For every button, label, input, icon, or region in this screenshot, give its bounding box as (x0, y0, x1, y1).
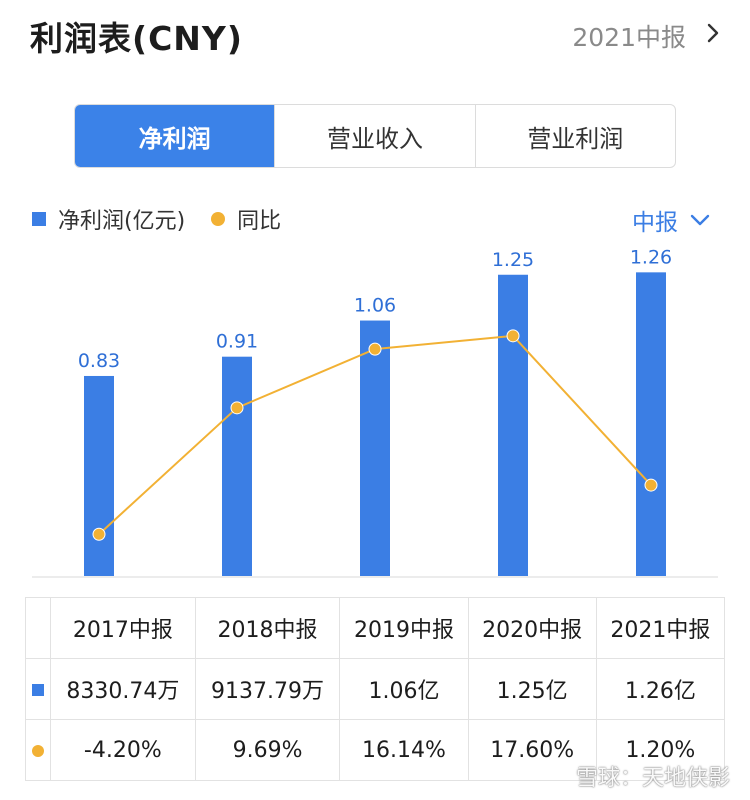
period-dropdown[interactable]: 中报 (632, 203, 710, 237)
yoy-point-2019中报[interactable] (368, 342, 382, 356)
bar-2018中报[interactable] (222, 356, 252, 576)
yoy-point-2017中报[interactable] (92, 527, 106, 541)
legend-net-profit-label: 净利润(亿元) (58, 209, 186, 234)
chevron-down-icon (690, 214, 710, 226)
table-cell: 9137.79万 (194, 658, 341, 720)
table-cell: 16.14% (339, 719, 469, 781)
bar-2019中报[interactable] (360, 320, 390, 576)
table-cell: 1.25亿 (467, 658, 597, 720)
table-cell: 1.06亿 (339, 658, 469, 720)
table-cell: 1.20% (595, 719, 726, 781)
tab-revenue[interactable]: 营业收入 (274, 105, 474, 167)
bar-2020中报[interactable] (498, 274, 528, 576)
chevron-right-icon[interactable] (702, 22, 724, 44)
table-cell: 9.69% (194, 719, 341, 781)
table-header-cell: 2019中报 (339, 597, 469, 659)
data-table: 2017中报 2018中报 2019中报 2020中报 2021中报 8330.… (25, 597, 726, 781)
yoy-point-2021中报[interactable] (644, 478, 658, 492)
page-title: 利润表(CNY) (30, 19, 243, 58)
table-cell: 8330.74万 (50, 658, 196, 720)
table-row-net-profit: 8330.74万 9137.79万 1.06亿 1.25亿 1.26亿 (25, 658, 726, 720)
watermark: 雪球：天地侠影 (575, 766, 730, 791)
metric-tabs: 净利润 营业收入 营业利润 (74, 104, 676, 168)
table-row-yoy: -4.20% 9.69% 16.14% 17.60% 1.20% (25, 719, 726, 781)
table-header-cell: 2018中报 (194, 597, 341, 659)
legend-line-marker (211, 212, 226, 226)
tab-operating-profit[interactable]: 营业利润 (474, 105, 675, 167)
tab-net-profit[interactable]: 净利润 (75, 105, 275, 167)
yoy-point-2020中报[interactable] (506, 329, 520, 343)
period-dropdown-label: 中报 (632, 210, 678, 236)
row-marker-dot (25, 719, 51, 781)
table-header-cell: 2017中报 (50, 597, 196, 659)
row-marker-square (25, 658, 51, 720)
report-period-link[interactable]: 2021中报 (572, 23, 686, 52)
table-header-cell: 2020中报 (467, 597, 597, 659)
bar-2017中报[interactable] (84, 375, 114, 576)
table-cell: -4.20% (50, 719, 196, 781)
table-corner-cell (25, 597, 51, 659)
legend-yoy-label: 同比 (237, 209, 282, 234)
bar-2021中报[interactable] (636, 272, 666, 576)
chart-legend: 净利润(亿元) 同比 (32, 203, 281, 235)
table-cell: 1.26亿 (595, 658, 726, 720)
table-header-row: 2017中报 2018中报 2019中报 2020中报 2021中报 (25, 597, 726, 659)
legend-bar-marker (32, 212, 46, 226)
table-header-cell: 2021中报 (595, 597, 726, 659)
bar-value-label: 1.26 (630, 246, 672, 268)
bar-value-label: 1.25 (492, 249, 534, 271)
bar-value-label: 0.91 (216, 331, 258, 353)
net-profit-chart: 0.83 0.91 1.06 1.25 1.26 (32, 246, 718, 578)
yoy-point-2018中报[interactable] (230, 401, 244, 415)
bar-value-label: 1.06 (354, 295, 396, 317)
bar-value-label: 0.83 (78, 350, 120, 372)
